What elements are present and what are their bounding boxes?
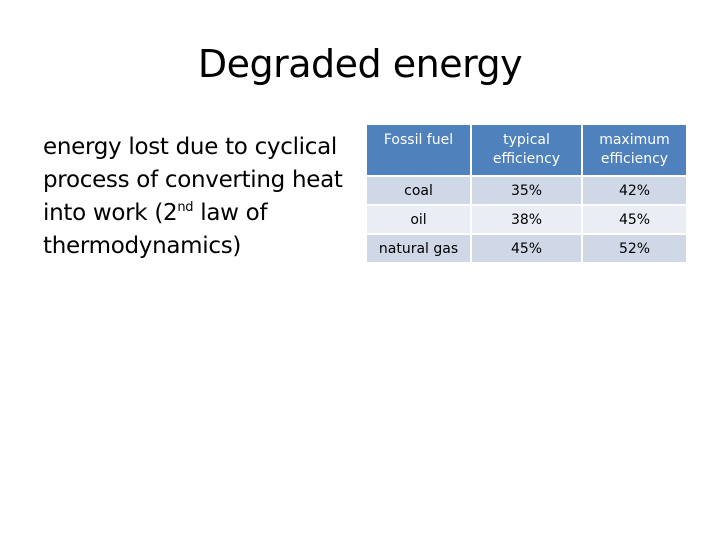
cell-maximum: 52% xyxy=(583,235,686,264)
cell-typical: 45% xyxy=(472,235,583,264)
header-maximum-efficiency: maximum efficiency xyxy=(583,125,686,177)
cell-maximum: 42% xyxy=(583,177,686,206)
table-header-row: Fossil fuel typical efficiency maximum e… xyxy=(367,125,686,177)
cell-maximum: 45% xyxy=(583,206,686,235)
cell-fuel: coal xyxy=(367,177,472,206)
slide-title: Degraded energy xyxy=(197,42,523,86)
table-row: natural gas 45% 52% xyxy=(367,235,686,264)
table-row: coal 35% 42% xyxy=(367,177,686,206)
body-text-part-1: energy lost due to cyclical process of c… xyxy=(43,134,343,226)
cell-typical: 38% xyxy=(472,206,583,235)
body-text-superscript: nd xyxy=(177,200,194,215)
cell-fuel: natural gas xyxy=(367,235,472,264)
cell-fuel: oil xyxy=(367,206,472,235)
cell-typical: 35% xyxy=(472,177,583,206)
table-row: oil 38% 45% xyxy=(367,206,686,235)
header-typical-efficiency: typical efficiency xyxy=(472,125,583,177)
body-text-part-2: law of thermodynamics) xyxy=(43,200,268,259)
header-fossil-fuel: Fossil fuel xyxy=(367,125,472,177)
slide-body-text: energy lost due to cyclical process of c… xyxy=(43,131,363,263)
efficiency-table: Fossil fuel typical efficiency maximum e… xyxy=(367,125,686,264)
